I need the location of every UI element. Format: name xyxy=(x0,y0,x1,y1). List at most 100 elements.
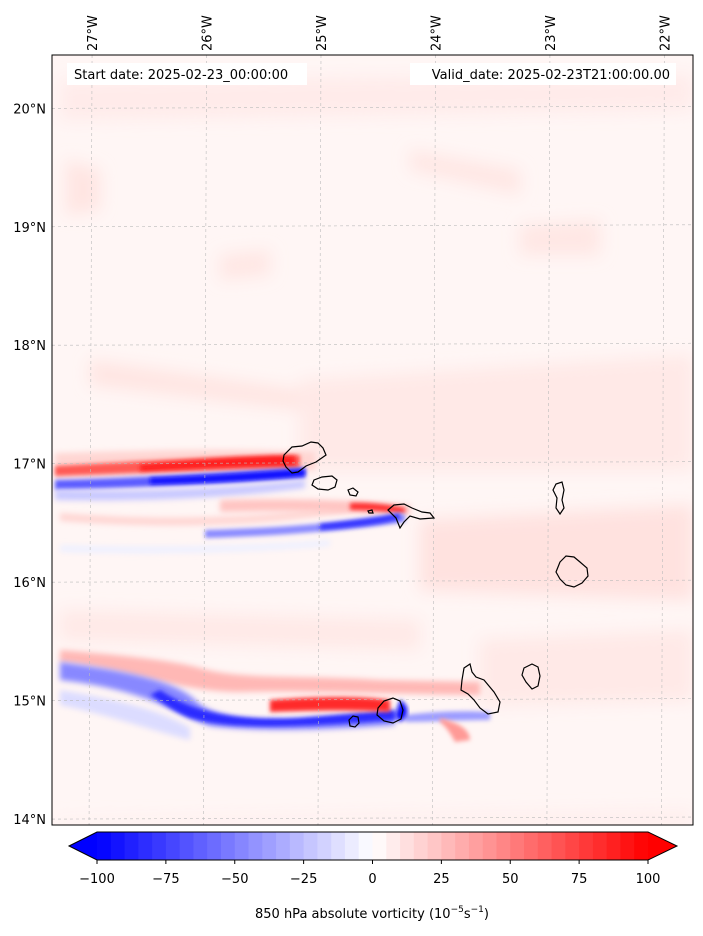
colorbar-tick-label: 50 xyxy=(502,872,519,887)
colorbar-segment xyxy=(317,832,332,860)
colorbar-segments xyxy=(69,832,677,860)
colorbar-segment xyxy=(551,832,566,860)
island-sao-nicolau xyxy=(387,503,436,530)
meridian-gridline xyxy=(432,55,436,825)
colorbar-segment xyxy=(331,832,346,860)
map-frame xyxy=(51,54,694,826)
colorbar-segment xyxy=(592,832,608,860)
colorbar-segment xyxy=(620,832,635,860)
colorbar-tick-label: 100 xyxy=(636,872,661,887)
colorbar-segment xyxy=(400,832,415,860)
colorbar-segment xyxy=(468,832,484,860)
colorbar-extend-min xyxy=(69,832,97,860)
colorbar-segment xyxy=(386,832,401,860)
middle-vorticity-streak xyxy=(60,499,410,554)
parallel-gridline xyxy=(52,816,693,820)
parallel-gridline xyxy=(52,342,693,346)
parallel-gridline xyxy=(52,461,693,464)
colorbar-segment xyxy=(303,832,318,860)
island-santiago xyxy=(460,663,501,715)
longitude-tick-label: 22°W xyxy=(658,15,673,51)
colorbar-segment xyxy=(220,832,236,860)
latitude-tick-label: 16°N xyxy=(13,576,46,591)
colorbar-ticks: −100 −75 −50 −25 0 25 50 75 100 xyxy=(79,860,660,887)
colorbar-segment xyxy=(289,832,305,860)
colorbar-segment xyxy=(138,832,153,860)
colorbar-segment xyxy=(165,832,181,860)
colorbar-segment xyxy=(248,832,263,860)
colorbar-segment xyxy=(193,832,208,860)
colorbar-tick-label: −25 xyxy=(290,872,317,887)
colorbar-segment xyxy=(482,832,497,860)
colorbar-tick-label: 25 xyxy=(433,872,450,887)
colorbar-extend-max xyxy=(648,832,677,860)
colorbar-segment xyxy=(427,832,442,860)
latitude-tick-label: 20°N xyxy=(13,102,46,117)
meridian-gridline xyxy=(203,55,207,825)
colorbar-segment xyxy=(234,832,250,860)
colorbar-segment xyxy=(496,832,511,860)
colorbar-segment xyxy=(524,832,539,860)
colorbar-segment xyxy=(441,832,456,860)
island-santa-luzia xyxy=(347,487,359,497)
colorbar-segment xyxy=(124,832,139,860)
colorbar-segment xyxy=(455,832,470,860)
colorbar-segment xyxy=(510,832,525,860)
colorbar-segment xyxy=(413,832,429,860)
meridian-gridline xyxy=(661,55,665,825)
colorbar-segment xyxy=(276,832,291,860)
colorbar-segment xyxy=(207,832,222,860)
valid-date-label: Valid_date: 2025-02-23T21:00:00.00 xyxy=(432,68,670,83)
meridian-gridline xyxy=(546,55,551,825)
latitude-tick-label: 19°N xyxy=(13,221,46,236)
start-date-label: Start date: 2025-02-23_00:00:00 xyxy=(74,68,288,83)
colorbar-segment xyxy=(634,832,649,860)
longitude-tick-label: 26°W xyxy=(201,15,216,51)
parallel-gridline xyxy=(52,106,693,109)
colorbar-segment xyxy=(537,832,553,860)
vorticity-field xyxy=(52,55,693,825)
island-sal xyxy=(552,481,565,516)
colorbar-tick-label: −100 xyxy=(79,872,115,887)
colorbar-segment xyxy=(565,832,580,860)
gridlines xyxy=(52,55,693,825)
colorbar-segment xyxy=(97,832,112,860)
colorbar-segment xyxy=(110,832,126,860)
start-date-box xyxy=(67,63,307,85)
colorbar-segment xyxy=(262,832,277,860)
longitude-tick-label: 25°W xyxy=(315,15,330,51)
longitude-tick-label: 27°W xyxy=(86,15,101,51)
colorbar-segment xyxy=(358,832,373,860)
latitude-tick-label: 18°N xyxy=(13,339,46,354)
latitude-tick-label: 15°N xyxy=(13,695,46,710)
island-boa-vista xyxy=(555,555,589,588)
colorbar-segment xyxy=(152,832,167,860)
longitude-tick-label: 23°W xyxy=(544,15,559,51)
parallel-gridline xyxy=(52,579,693,583)
map-panel: Start date: 2025-02-23_00:00:00 Valid_da… xyxy=(51,54,694,826)
colorbar-segment xyxy=(344,832,360,860)
island-fogo xyxy=(376,697,404,724)
latitude-labels: 20°N 19°N 18°N 17°N 16°N 15°N 14°N xyxy=(13,102,46,828)
colorbar-tick-label: 0 xyxy=(368,872,376,887)
latitude-tick-label: 14°N xyxy=(13,813,46,828)
colorbar-segment xyxy=(372,832,387,860)
valid-date-box xyxy=(410,63,676,85)
southern-vorticity-streak xyxy=(60,650,490,742)
parallel-gridline xyxy=(52,224,693,228)
colorbar-segment xyxy=(179,832,194,860)
parallel-gridline xyxy=(52,698,693,701)
latitude-tick-label: 17°N xyxy=(13,458,46,473)
coastlines xyxy=(282,441,589,728)
northern-vorticity-streak xyxy=(55,449,350,526)
colorbar-tick-label: −50 xyxy=(221,872,248,887)
island-santo-antao xyxy=(282,441,327,474)
island-sao-vicente xyxy=(311,475,338,491)
meridian-gridline xyxy=(88,55,93,825)
colorbar-tick-label: −75 xyxy=(152,872,179,887)
islet-branco xyxy=(367,509,374,514)
colorbar-tick-label: 75 xyxy=(571,872,588,887)
colorbar-segment xyxy=(579,832,594,860)
colorbar-label: 850 hPa absolute vorticity (10−5s−1) xyxy=(255,905,489,922)
